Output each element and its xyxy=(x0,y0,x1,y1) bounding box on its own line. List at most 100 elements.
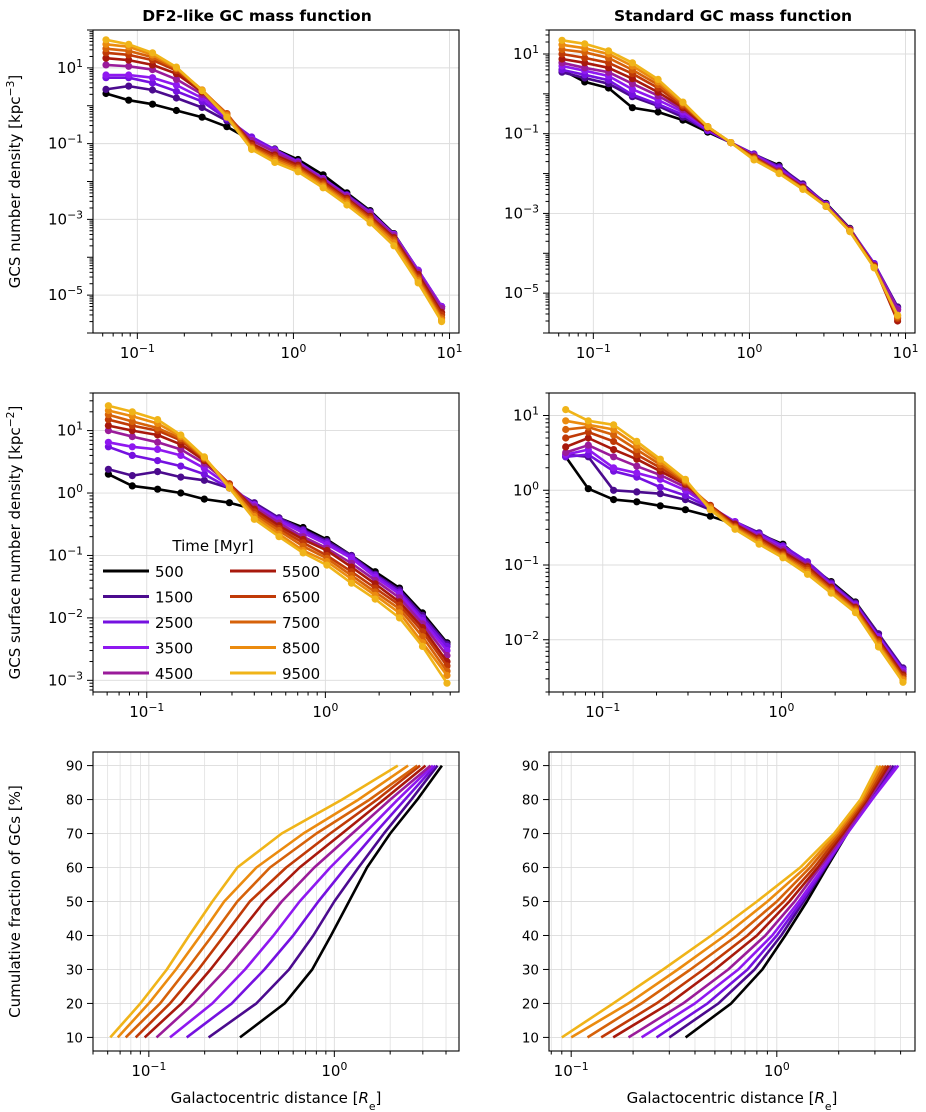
data-point-9500 xyxy=(395,614,404,622)
data-point-9500 xyxy=(225,484,233,492)
y-tick-label: 10−1 xyxy=(48,544,83,565)
y-tick-label: 40 xyxy=(522,928,539,944)
series-group xyxy=(104,402,451,687)
y-tick-label: 10−3 xyxy=(48,208,83,229)
data-point-9500 xyxy=(604,47,613,55)
y-tick-label: 101 xyxy=(57,56,83,77)
data-point-9500 xyxy=(125,40,133,48)
data-point-500 xyxy=(125,96,133,104)
series-line-7500 xyxy=(565,425,905,680)
data-point-9500 xyxy=(271,158,279,166)
y-tick-label: 50 xyxy=(522,895,539,911)
data-point-9500 xyxy=(390,242,398,250)
legend-item-7500: 7500 xyxy=(230,614,320,632)
data-point-1500 xyxy=(102,85,110,93)
series-line-3500 xyxy=(106,73,443,308)
data-point-500 xyxy=(681,506,690,514)
data-point-1500 xyxy=(633,488,641,496)
data-point-9500 xyxy=(323,561,331,569)
data-point-9500 xyxy=(172,63,180,71)
data-point-500 xyxy=(706,512,714,520)
series-line-500 xyxy=(105,92,443,308)
data-point-9500 xyxy=(822,202,830,210)
data-point-9500 xyxy=(679,98,687,106)
data-point-9500 xyxy=(846,228,854,236)
data-point-500 xyxy=(128,482,136,490)
data-point-9500 xyxy=(319,184,327,192)
data-point-9500 xyxy=(128,408,136,416)
data-point-4500 xyxy=(177,445,185,453)
data-point-5500 xyxy=(610,446,618,454)
series-group xyxy=(558,36,902,325)
series-line-7500 xyxy=(105,47,443,319)
data-point-9500 xyxy=(870,264,878,272)
series-line-500 xyxy=(561,68,899,308)
data-point-5500 xyxy=(125,56,133,64)
data-point-9500 xyxy=(633,437,641,445)
legend-item-2500: 2500 xyxy=(103,614,193,632)
series-line-4500 xyxy=(155,764,432,1039)
data-point-5500 xyxy=(102,54,110,62)
data-point-9500 xyxy=(584,417,592,425)
series-group xyxy=(109,764,443,1039)
data-point-9500 xyxy=(154,416,162,424)
series-line-9500 xyxy=(109,764,399,1039)
y-tick-label: 60 xyxy=(66,861,83,877)
data-point-9500 xyxy=(366,219,374,227)
axes-frame xyxy=(92,392,460,693)
series-line-3500 xyxy=(565,448,905,672)
data-point-2500 xyxy=(177,462,185,470)
data-point-7500 xyxy=(128,417,136,426)
data-point-2500 xyxy=(628,91,637,99)
data-point-500 xyxy=(654,108,662,116)
data-point-5500 xyxy=(562,443,570,451)
data-point-8500 xyxy=(562,417,570,425)
data-point-3500 xyxy=(633,469,641,477)
data-point-3500 xyxy=(200,464,208,472)
data-point-9500 xyxy=(558,36,566,44)
series-line-2500 xyxy=(561,68,899,310)
data-point-4500 xyxy=(628,80,637,88)
data-point-1500 xyxy=(154,468,162,476)
panels-group: 10−1 100 101 10−5 10−3 10−1 101 GCS number dens… xyxy=(4,29,919,1112)
y-tick-label: 20 xyxy=(66,996,83,1012)
x-tick-label: 101 xyxy=(893,342,919,363)
series-line-2500 xyxy=(565,453,905,671)
x-tick-label: 100 xyxy=(321,1060,347,1081)
x-axis-label: Galactocentric distance [Re] xyxy=(627,1089,838,1112)
series-line-4500 xyxy=(627,764,893,1039)
legend-item-9500: 9500 xyxy=(230,665,320,683)
series-line-3500 xyxy=(561,64,899,310)
data-point-9500 xyxy=(755,540,763,548)
series-line-2500 xyxy=(185,764,437,1039)
data-point-5500 xyxy=(128,427,136,435)
data-point-8500 xyxy=(395,609,404,617)
y-tick-label: 10−5 xyxy=(48,284,83,305)
data-point-4500 xyxy=(125,62,133,70)
legend-item-5500: 5500 xyxy=(230,563,320,581)
x-tick-label: 10−1 xyxy=(131,1060,166,1081)
data-point-6500 xyxy=(584,428,592,436)
data-point-500 xyxy=(148,100,157,108)
data-point-9500 xyxy=(656,455,664,463)
legend-label: 2500 xyxy=(155,614,193,632)
data-point-9500 xyxy=(347,579,356,587)
data-point-5500 xyxy=(558,55,566,63)
legend-item-3500: 3500 xyxy=(103,640,193,658)
series-line-7500 xyxy=(108,413,449,672)
legend-item-500: 500 xyxy=(103,563,184,581)
data-point-9500 xyxy=(562,406,570,414)
data-point-8500 xyxy=(443,671,451,680)
data-point-4500 xyxy=(584,441,592,449)
data-point-9500 xyxy=(899,678,907,686)
series-line-8500 xyxy=(570,764,882,1039)
y-tick-label: 101 xyxy=(57,419,83,440)
series-line-5500 xyxy=(612,764,890,1039)
data-point-1500 xyxy=(177,473,185,481)
y-tick-label: 10−1 xyxy=(504,554,539,575)
data-point-4500 xyxy=(172,75,180,83)
series-line-9500 xyxy=(105,38,443,323)
series-line-3500 xyxy=(640,764,900,1039)
data-point-4500 xyxy=(633,462,641,470)
data-point-4500 xyxy=(581,64,589,72)
